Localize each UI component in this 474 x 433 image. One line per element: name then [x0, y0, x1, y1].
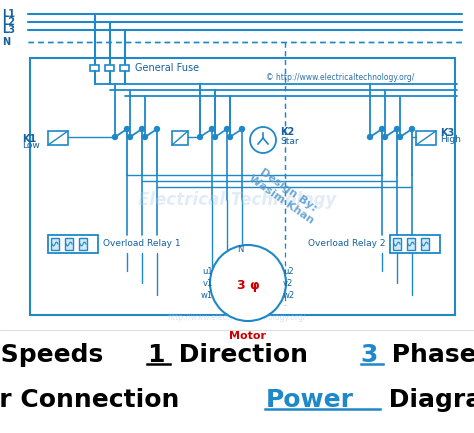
- Text: 3 φ: 3 φ: [237, 278, 259, 291]
- Circle shape: [250, 127, 276, 153]
- Circle shape: [139, 126, 145, 132]
- Circle shape: [383, 135, 388, 139]
- Circle shape: [210, 126, 215, 132]
- Text: N: N: [237, 245, 244, 253]
- Bar: [65, 238, 73, 250]
- Circle shape: [210, 245, 286, 321]
- Text: 3: 3: [361, 343, 378, 367]
- Bar: [390, 235, 440, 253]
- Bar: [421, 238, 429, 250]
- Bar: [120, 65, 129, 71]
- Circle shape: [155, 126, 159, 132]
- Text: http://www.electricaltechnology.org/: http://www.electricaltechnology.org/: [168, 313, 306, 323]
- Bar: [416, 131, 436, 145]
- Text: General Fuse: General Fuse: [135, 63, 199, 73]
- Circle shape: [125, 126, 129, 132]
- Circle shape: [112, 135, 118, 139]
- Text: Low: Low: [22, 141, 40, 150]
- Text: Overload Relay 2: Overload Relay 2: [309, 239, 386, 249]
- Bar: [393, 238, 401, 250]
- Text: © http://www.electricaltechnology.org/: © http://www.electricaltechnology.org/: [266, 72, 414, 81]
- Text: Speeds: Speeds: [0, 343, 111, 367]
- Text: Motor Connection: Motor Connection: [0, 388, 188, 412]
- Circle shape: [380, 126, 384, 132]
- Circle shape: [239, 126, 245, 132]
- Text: v1: v1: [203, 278, 213, 288]
- Circle shape: [212, 135, 218, 139]
- Text: u1: u1: [202, 266, 213, 275]
- Text: L1: L1: [2, 9, 15, 19]
- Bar: [0, 330, 474, 433]
- Circle shape: [228, 135, 233, 139]
- Bar: [407, 238, 415, 250]
- Text: N: N: [2, 37, 10, 47]
- Circle shape: [398, 135, 402, 139]
- Text: High: High: [440, 136, 461, 145]
- Circle shape: [225, 126, 229, 132]
- Text: Star: Star: [280, 136, 299, 145]
- Bar: [30, 58, 455, 315]
- Circle shape: [198, 135, 202, 139]
- Bar: [51, 238, 59, 250]
- Circle shape: [143, 135, 147, 139]
- Text: L3: L3: [2, 25, 15, 35]
- Text: Electrical Technology: Electrical Technology: [138, 191, 336, 209]
- Text: K1: K1: [22, 134, 36, 144]
- Circle shape: [367, 135, 373, 139]
- Text: w2: w2: [283, 291, 295, 300]
- Bar: [48, 131, 68, 145]
- Text: Direction: Direction: [170, 343, 317, 367]
- Bar: [91, 65, 100, 71]
- Text: u2: u2: [283, 266, 293, 275]
- Bar: [48, 235, 98, 253]
- Circle shape: [128, 135, 133, 139]
- Text: w1: w1: [201, 291, 213, 300]
- Text: K2: K2: [280, 127, 294, 137]
- Text: 1: 1: [147, 343, 165, 367]
- Text: Phase: Phase: [383, 343, 474, 367]
- Bar: [79, 238, 87, 250]
- Bar: [172, 131, 188, 145]
- Text: Design By:
Wasim Khan: Design By: Wasim Khan: [247, 164, 323, 226]
- Bar: [106, 65, 115, 71]
- Text: Overload Relay 1: Overload Relay 1: [103, 239, 181, 249]
- Circle shape: [394, 126, 400, 132]
- Text: v2: v2: [283, 278, 293, 288]
- Text: Diagram: Diagram: [380, 388, 474, 412]
- Text: L2: L2: [2, 17, 15, 27]
- Text: Power: Power: [265, 388, 353, 412]
- Circle shape: [410, 126, 414, 132]
- Text: Motor: Motor: [229, 331, 266, 341]
- Text: K3: K3: [440, 128, 454, 138]
